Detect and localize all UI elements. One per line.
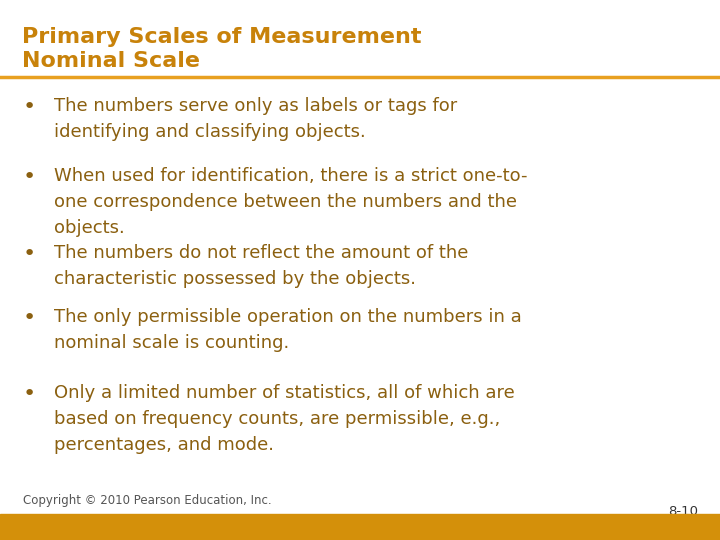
- Text: percentages, and mode.: percentages, and mode.: [54, 436, 274, 454]
- Text: Copyright © 2010 Pearson Education, Inc.: Copyright © 2010 Pearson Education, Inc.: [23, 494, 271, 507]
- Text: Nominal Scale: Nominal Scale: [22, 51, 199, 71]
- Text: characteristic possessed by the objects.: characteristic possessed by the objects.: [54, 270, 416, 288]
- Bar: [0, 514, 720, 540]
- Text: 8-10: 8-10: [668, 505, 698, 518]
- Text: Only a limited number of statistics, all of which are: Only a limited number of statistics, all…: [54, 384, 515, 402]
- Text: •: •: [23, 167, 36, 187]
- Text: The numbers serve only as labels or tags for: The numbers serve only as labels or tags…: [54, 97, 457, 115]
- Text: •: •: [23, 308, 36, 328]
- Text: •: •: [23, 384, 36, 404]
- Text: identifying and classifying objects.: identifying and classifying objects.: [54, 123, 366, 141]
- Text: The numbers do not reflect the amount of the: The numbers do not reflect the amount of…: [54, 244, 469, 262]
- Text: nominal scale is counting.: nominal scale is counting.: [54, 334, 289, 352]
- Text: objects.: objects.: [54, 219, 125, 237]
- Text: based on frequency counts, are permissible, e.g.,: based on frequency counts, are permissib…: [54, 410, 500, 428]
- Text: Primary Scales of Measurement: Primary Scales of Measurement: [22, 27, 421, 47]
- Text: •: •: [23, 244, 36, 264]
- Text: •: •: [23, 97, 36, 117]
- Text: one correspondence between the numbers and the: one correspondence between the numbers a…: [54, 193, 517, 211]
- Text: The only permissible operation on the numbers in a: The only permissible operation on the nu…: [54, 308, 522, 326]
- Text: When used for identification, there is a strict one-to-: When used for identification, there is a…: [54, 167, 528, 185]
